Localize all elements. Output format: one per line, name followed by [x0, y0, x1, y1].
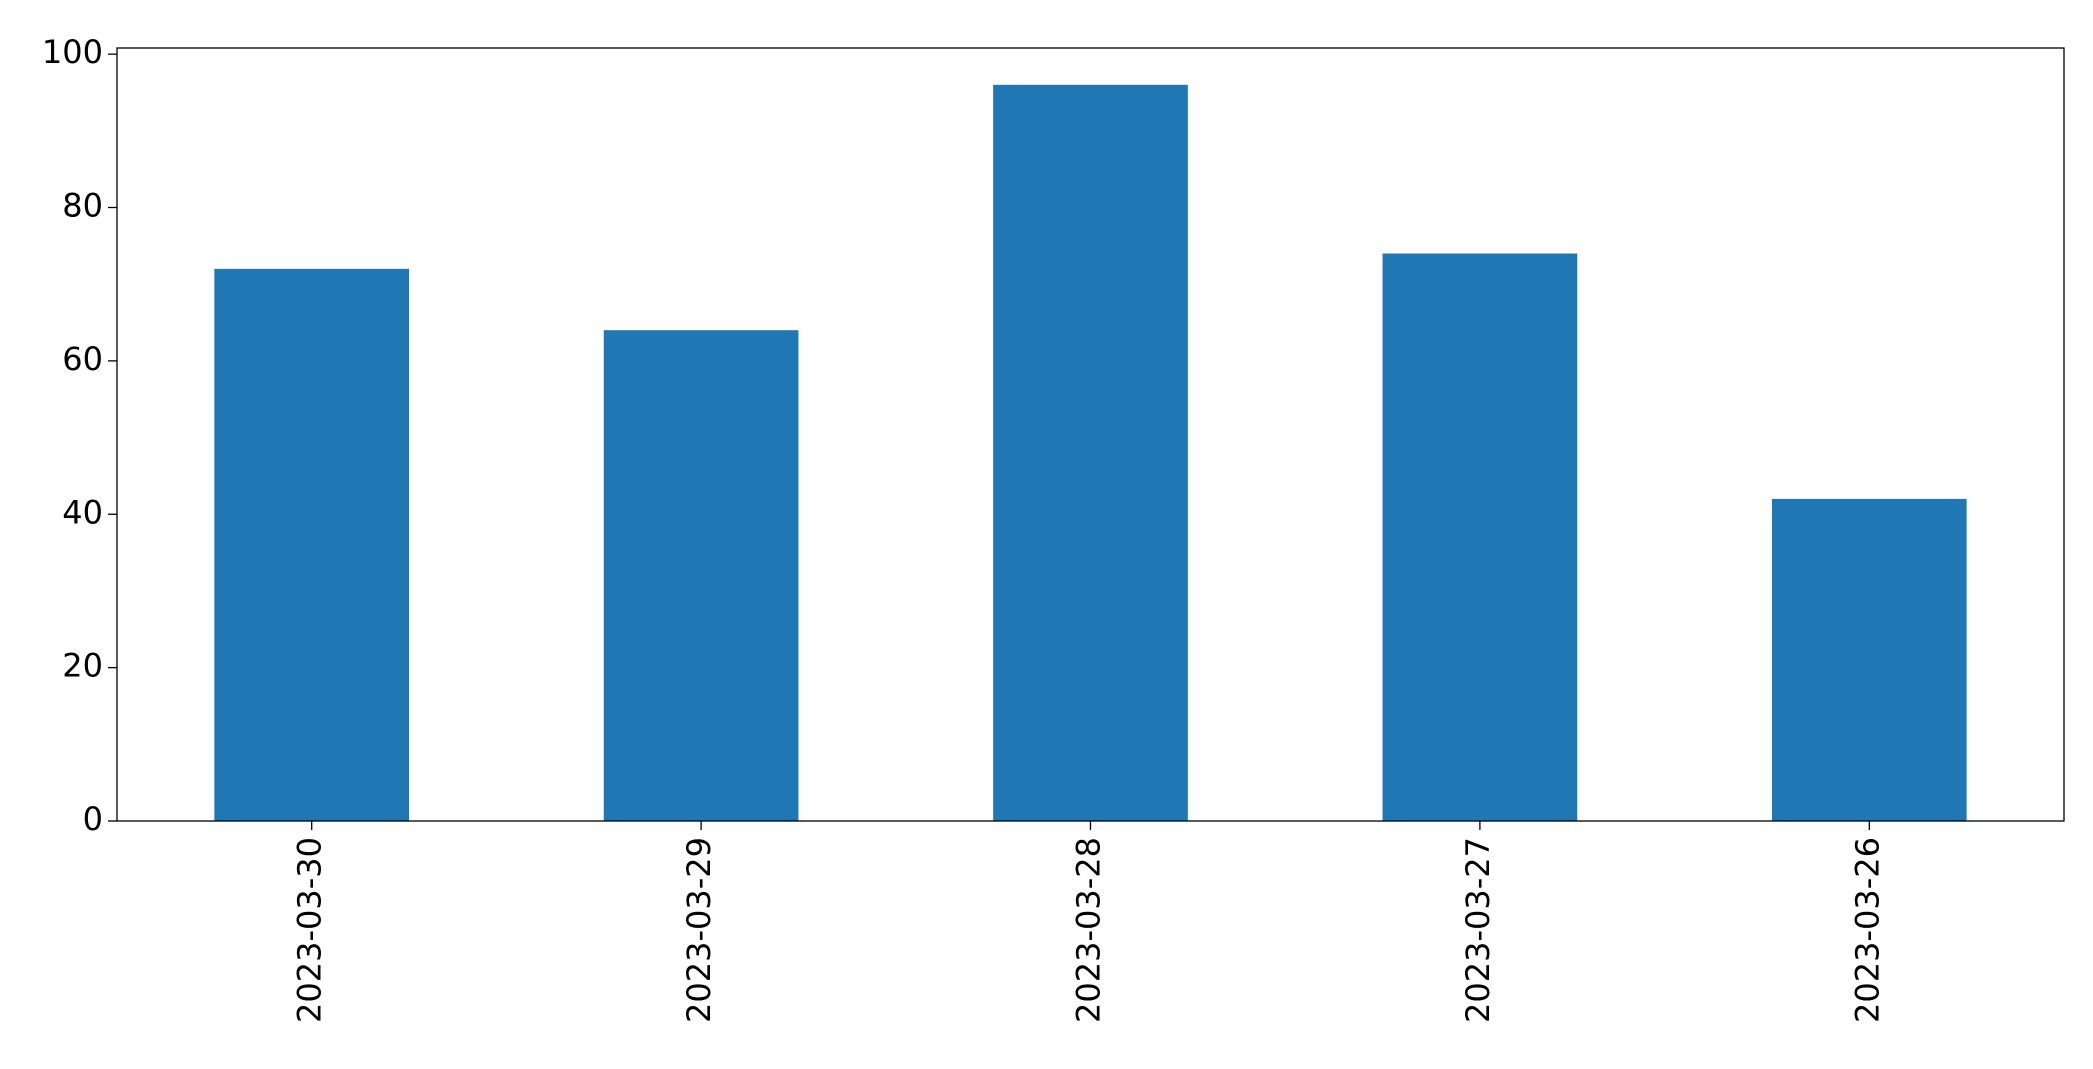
bar: [603, 330, 799, 821]
y-tick-label: 20: [62, 647, 103, 685]
bar: [214, 268, 410, 821]
y-tick-label: 0: [83, 800, 103, 838]
y-tick-label: 100: [42, 33, 103, 71]
bar: [1771, 498, 1967, 821]
y-tick-label: 60: [62, 340, 103, 378]
x-tick-label: 2023-03-28: [1070, 837, 1108, 1023]
bar: [1382, 253, 1578, 821]
y-tick-label: 40: [62, 493, 103, 531]
x-tick-label: 2023-03-26: [1848, 837, 1886, 1023]
x-tick-label: 2023-03-27: [1459, 837, 1497, 1023]
y-tick-label: 80: [62, 187, 103, 225]
x-tick-label: 2023-03-29: [680, 837, 718, 1023]
x-tick-label: 2023-03-30: [291, 837, 329, 1023]
plot-frame: [116, 47, 2065, 822]
bar: [993, 84, 1188, 822]
